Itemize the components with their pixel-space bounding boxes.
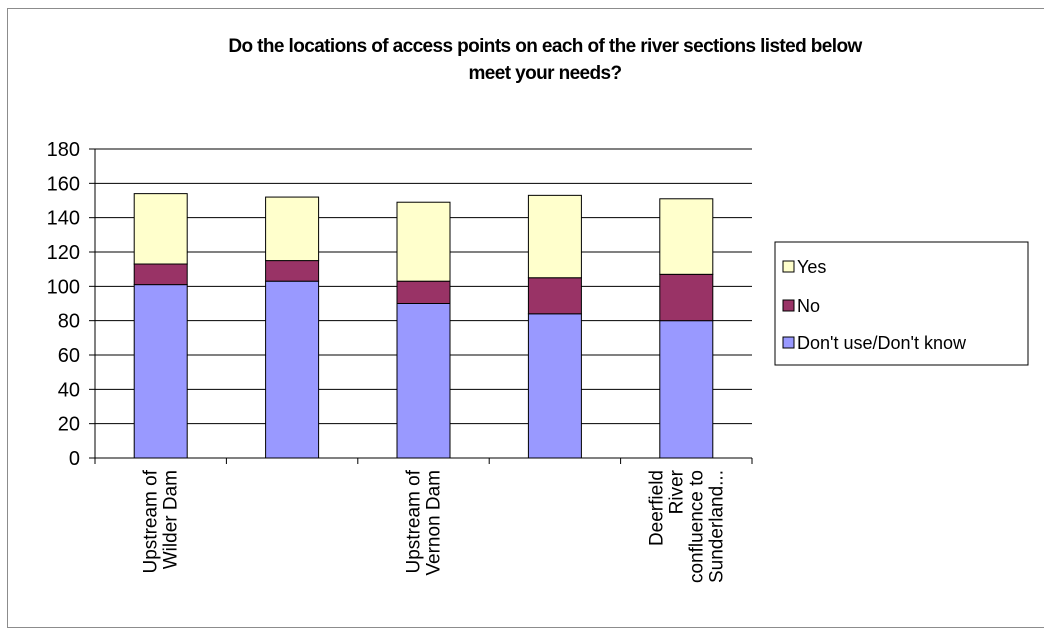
y-tick-label: 180	[47, 139, 80, 161]
y-tick-label: 0	[69, 448, 80, 470]
bar-segment	[265, 260, 320, 282]
y-tick-label: 20	[58, 414, 80, 436]
x-category-label: confluence to	[686, 470, 707, 583]
legend-box	[774, 241, 1029, 366]
y-tick-label: 40	[58, 379, 80, 401]
bar-segment	[527, 277, 582, 315]
legend-swatch	[782, 260, 795, 273]
x-category-label: River	[666, 469, 687, 514]
bar-segment	[133, 284, 188, 459]
bar-segment	[265, 196, 320, 262]
y-tick-label: 160	[47, 173, 80, 195]
legend-swatch	[782, 299, 795, 312]
bar-segment	[133, 193, 188, 265]
legend-entry: Yes	[797, 257, 826, 277]
x-category-label: Upstream of	[141, 469, 162, 573]
chart-title-line: meet your needs?	[468, 63, 621, 84]
bar-segment	[265, 280, 320, 459]
y-tick-label: 100	[47, 276, 80, 298]
bars	[133, 193, 714, 459]
bar-segment	[396, 280, 451, 304]
chart-title: Do the locations of access points on eac…	[228, 36, 863, 84]
x-category-label: Sunderland...	[706, 470, 727, 583]
y-tick-label: 140	[47, 208, 80, 230]
legend-entry: No	[797, 296, 820, 316]
x-category-label: Vernon Dam	[424, 470, 445, 576]
bar-segment	[659, 273, 714, 322]
bar-segment	[133, 263, 188, 286]
bar-segment	[659, 198, 714, 275]
x-category-label: Wilder Dam	[161, 470, 182, 569]
x-category-label: Deerfield	[646, 470, 667, 546]
y-tick-label: 80	[58, 311, 80, 333]
bar-segment	[527, 313, 582, 459]
chart-title-line: Do the locations of access points on eac…	[228, 36, 862, 57]
legend: Yes No Don't use/Don't know	[774, 241, 1029, 366]
bar-segment	[659, 320, 714, 459]
x-category-label: Upstream of	[404, 469, 425, 573]
legend-swatch	[782, 336, 795, 349]
y-tick-label: 120	[47, 242, 80, 264]
bar-segment	[527, 194, 582, 279]
bar-segment	[396, 303, 451, 459]
y-tick-label: 60	[58, 345, 80, 367]
legend-entry: Don't use/Don't know	[797, 333, 967, 353]
bar-segment	[396, 201, 451, 282]
